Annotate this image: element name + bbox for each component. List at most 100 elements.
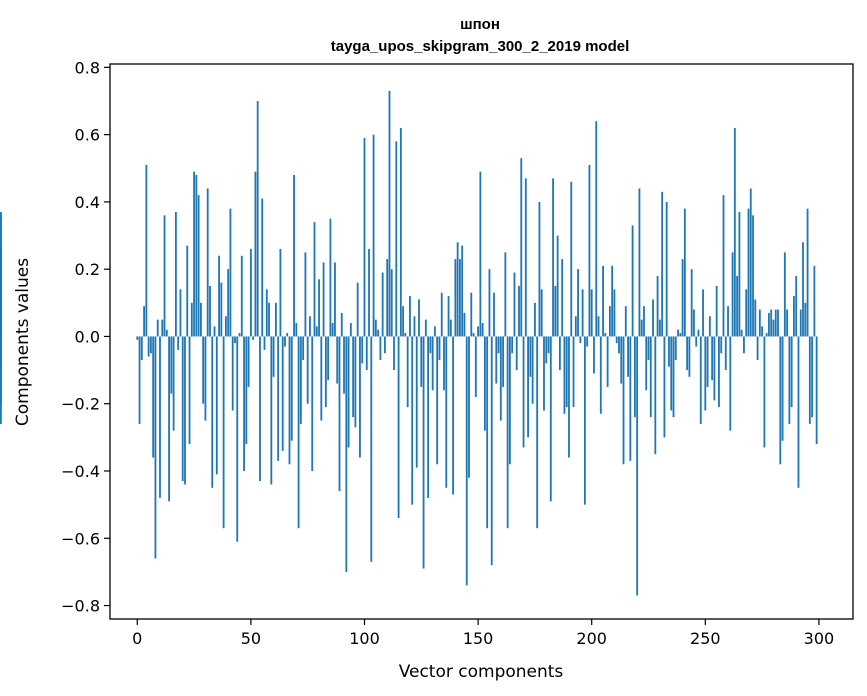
bar-94 — [349, 323, 352, 337]
bar-248 — [699, 336, 702, 424]
bar-22 — [186, 245, 189, 337]
bar-272 — [754, 299, 757, 337]
bar-15 — [170, 336, 173, 394]
x-tick-label: 250 — [690, 629, 721, 648]
bar-161 — [502, 336, 504, 387]
bar-101 — [365, 336, 368, 371]
bar-53 — [256, 101, 259, 337]
bar-226 — [649, 336, 652, 418]
bar-271 — [752, 215, 754, 337]
bar-8 — [154, 336, 157, 559]
bar-230 — [658, 319, 661, 337]
bar-7 — [152, 336, 155, 458]
bar-296 — [808, 336, 811, 424]
bar-270 — [749, 188, 752, 337]
bar-32 — [209, 286, 211, 337]
bar-24 — [190, 302, 193, 337]
bar-63 — [279, 249, 282, 337]
bar-246 — [695, 336, 698, 347]
bar-147 — [470, 292, 473, 337]
bar-172 — [527, 336, 529, 438]
bar-294 — [804, 302, 807, 337]
bar-61 — [274, 302, 277, 337]
bar-218 — [631, 225, 634, 337]
bar-121 — [411, 336, 414, 505]
bar-209 — [611, 265, 614, 337]
bar-34 — [213, 326, 216, 337]
bar-287 — [788, 336, 791, 424]
bar-190 — [568, 336, 570, 458]
bar-9 — [156, 319, 159, 337]
bar-160 — [499, 336, 502, 421]
bar-90 — [340, 312, 343, 337]
bar-111 — [388, 90, 391, 337]
bar-175 — [533, 302, 536, 337]
bar-16 — [172, 336, 175, 431]
bar-183 — [552, 178, 554, 337]
bar-231 — [661, 191, 664, 337]
bar-47 — [243, 336, 245, 471]
bar-46 — [240, 255, 243, 337]
bar-67 — [288, 336, 291, 465]
bar-196 — [581, 289, 584, 337]
bar-120 — [409, 296, 411, 337]
bar-217 — [629, 336, 632, 461]
bar-141 — [456, 242, 459, 337]
chart-title: шпон — [460, 16, 500, 33]
bar-285 — [783, 252, 786, 337]
bar-74 — [304, 252, 307, 337]
bar-43 — [234, 336, 236, 344]
bar-181 — [547, 336, 550, 354]
bar-71 — [297, 336, 300, 529]
bar-262 — [731, 252, 734, 337]
bar-37 — [220, 282, 223, 337]
bar-295 — [806, 208, 809, 337]
bar-137 — [447, 296, 450, 337]
bar-275 — [761, 326, 764, 337]
bar-28 — [199, 302, 202, 337]
bar-159 — [497, 336, 500, 354]
bar-276 — [763, 336, 766, 448]
bar-11 — [161, 319, 164, 337]
bar-0 — [136, 336, 139, 340]
bar-293 — [802, 242, 804, 337]
bar-5 — [147, 336, 150, 357]
bar-234 — [668, 336, 670, 367]
bar-292 — [799, 309, 802, 337]
bar-139 — [452, 336, 455, 495]
bar-88 — [336, 336, 339, 384]
bar-216 — [627, 336, 629, 377]
bar-104 — [372, 134, 375, 337]
bar-127 — [424, 319, 427, 337]
y-tick-label: 0.8 — [75, 58, 100, 77]
bar-135 — [443, 336, 445, 391]
y-tick-label: −0.4 — [61, 462, 100, 481]
y-tick-label: −0.2 — [61, 395, 100, 414]
bar-134 — [440, 292, 443, 337]
bar-145 — [465, 336, 468, 586]
y-tick-label: 0.6 — [75, 126, 100, 145]
bar-227 — [652, 299, 654, 337]
bar-197 — [583, 336, 586, 505]
bar-213 — [620, 336, 623, 384]
bar-49 — [247, 336, 250, 387]
bar-80 — [318, 279, 320, 337]
bars-group — [0, 90, 818, 596]
bar-299 — [815, 336, 818, 445]
bar-178 — [540, 289, 543, 337]
bar-254 — [713, 336, 716, 401]
bar-274 — [758, 309, 761, 337]
bar-221 — [638, 188, 641, 337]
bar-179 — [543, 336, 545, 411]
bar-206 — [604, 333, 607, 337]
bar-297 — [811, 336, 814, 418]
bar-128 — [427, 336, 430, 498]
bar-229 — [656, 275, 659, 337]
bar-198 — [586, 336, 589, 347]
bar-258 — [722, 195, 725, 337]
bar-60 — [272, 336, 275, 377]
bar-66 — [286, 333, 289, 337]
bar-169 — [520, 158, 523, 337]
bar-78 — [313, 222, 316, 337]
x-axis: 0 50 100 150 200 250 300 — [132, 619, 834, 648]
